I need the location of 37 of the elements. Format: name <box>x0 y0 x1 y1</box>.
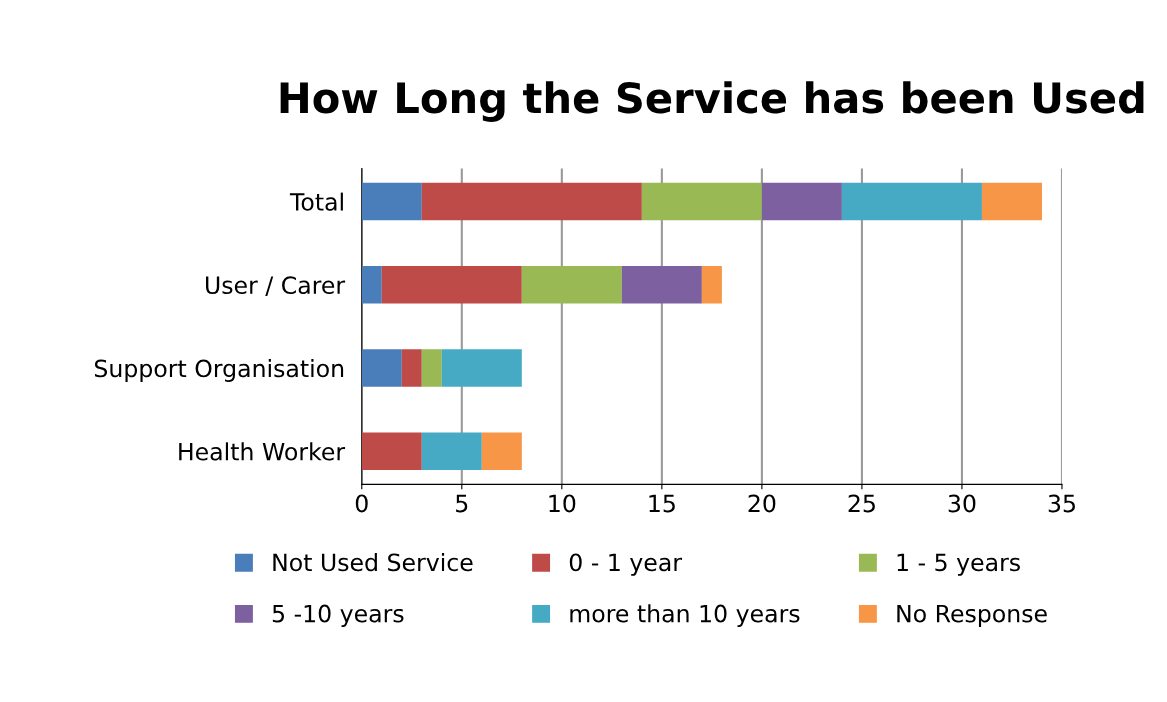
bar <box>361 432 422 471</box>
x-tick-label: 5 <box>456 494 468 513</box>
y-tick-label: Health Worker <box>179 442 346 461</box>
bar <box>361 266 382 304</box>
bar <box>761 182 842 221</box>
x-tick-label: 30 <box>948 494 976 513</box>
x-tick-label: 15 <box>649 494 675 513</box>
bar <box>361 182 422 221</box>
x-tick-label: 10 <box>549 494 576 513</box>
legend-label: more than 10 years <box>570 604 800 628</box>
x-tick-label: 0 <box>355 494 368 513</box>
bar <box>361 349 402 387</box>
chart-title: How Long the Service has been Used <box>280 81 1144 122</box>
bar <box>621 266 702 304</box>
bar <box>421 182 642 221</box>
x-tick-label: 25 <box>848 494 875 513</box>
y-tick-label: Support Organisation <box>94 359 344 382</box>
x-tick-label: 35 <box>1048 494 1075 513</box>
bar <box>421 432 482 471</box>
bar <box>521 266 622 304</box>
legend-label: Not Used Service <box>273 553 473 572</box>
bar <box>381 266 522 304</box>
legend-label: 1 - 5 years <box>897 553 1020 576</box>
bar <box>481 432 522 471</box>
legend-label: 5 -10 years <box>272 604 404 628</box>
y-tick-label: User / Carer <box>206 276 346 296</box>
x-tick-label: 20 <box>748 494 776 513</box>
bar <box>441 349 522 387</box>
bar <box>981 182 1042 221</box>
legend-label: 0 - 1 year <box>569 553 683 576</box>
legend-label: No Response <box>897 604 1047 628</box>
bar <box>401 349 422 387</box>
bar <box>641 182 762 221</box>
y-tick-label: Total <box>289 192 343 211</box>
bar <box>701 266 722 304</box>
bar <box>421 349 442 387</box>
bar <box>841 182 982 221</box>
